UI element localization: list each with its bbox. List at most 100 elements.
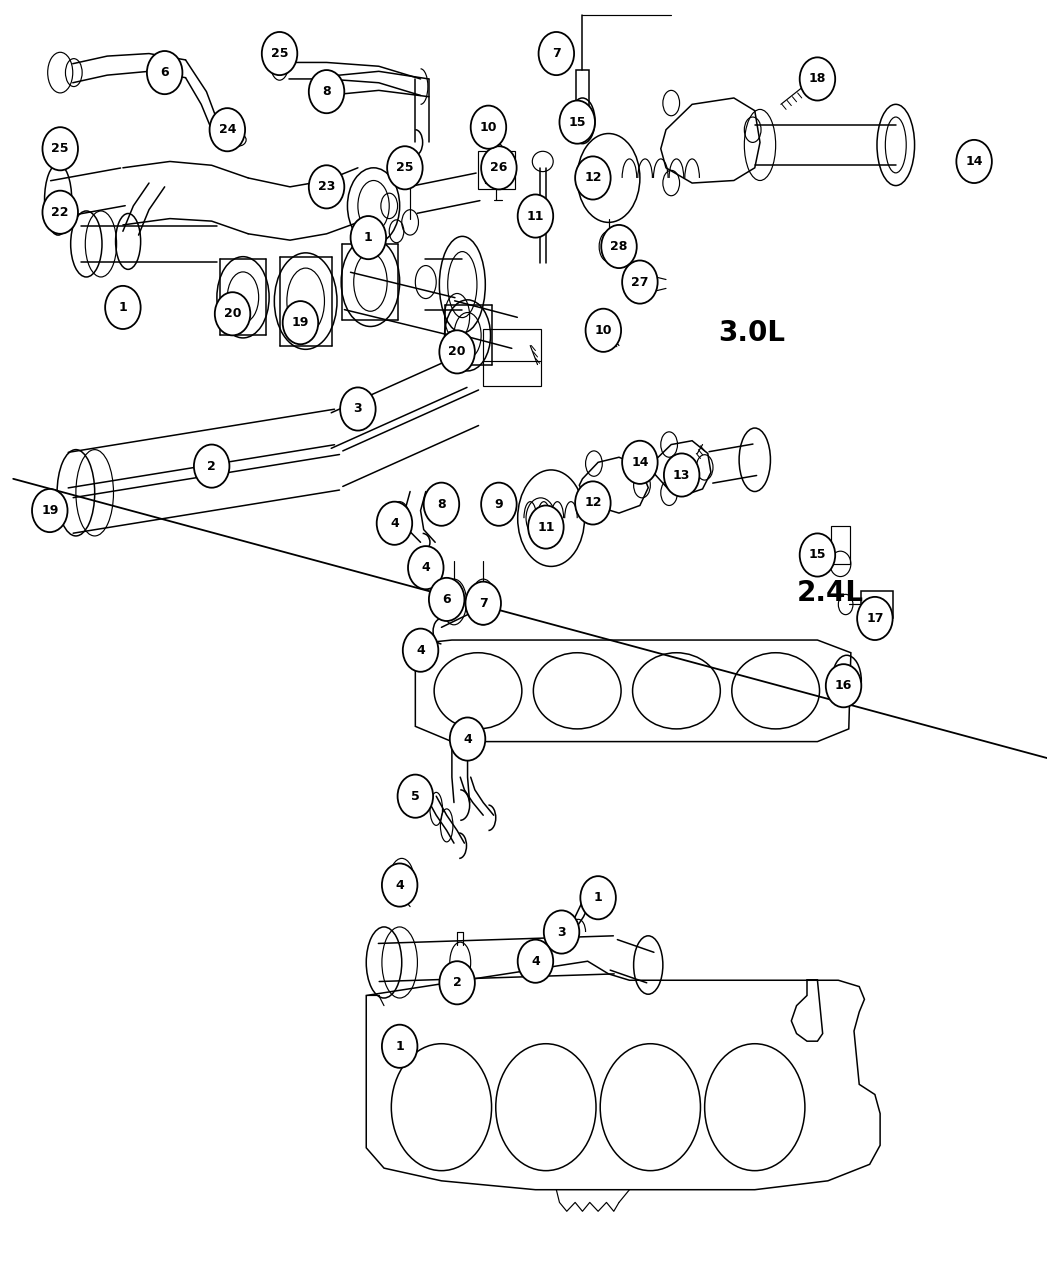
Circle shape bbox=[387, 147, 423, 190]
Text: 4: 4 bbox=[390, 516, 399, 529]
Text: 25: 25 bbox=[271, 47, 289, 60]
Text: 27: 27 bbox=[631, 275, 649, 288]
Text: 25: 25 bbox=[396, 162, 414, 175]
Text: 26: 26 bbox=[490, 162, 507, 175]
Circle shape bbox=[439, 961, 475, 1005]
Circle shape bbox=[210, 108, 245, 152]
Circle shape bbox=[147, 51, 183, 94]
Circle shape bbox=[528, 505, 564, 548]
Text: 8: 8 bbox=[322, 85, 331, 98]
Text: 9: 9 bbox=[495, 497, 503, 511]
Text: 3.0L: 3.0L bbox=[718, 319, 785, 347]
Text: 25: 25 bbox=[51, 143, 69, 156]
Text: 4: 4 bbox=[395, 878, 404, 891]
Circle shape bbox=[623, 441, 657, 484]
Circle shape bbox=[518, 195, 553, 237]
Circle shape bbox=[377, 501, 413, 544]
Circle shape bbox=[560, 101, 595, 144]
Text: 1: 1 bbox=[395, 1039, 404, 1053]
Text: 2.4L: 2.4L bbox=[797, 579, 863, 607]
Circle shape bbox=[465, 581, 501, 625]
Text: 7: 7 bbox=[552, 47, 561, 60]
Circle shape bbox=[581, 876, 616, 919]
Circle shape bbox=[800, 57, 835, 101]
Text: 6: 6 bbox=[442, 593, 452, 606]
Circle shape bbox=[309, 166, 344, 208]
Circle shape bbox=[424, 483, 459, 525]
Text: 4: 4 bbox=[421, 561, 430, 574]
Circle shape bbox=[575, 482, 611, 524]
Circle shape bbox=[403, 629, 438, 672]
Text: 1: 1 bbox=[364, 231, 373, 244]
Text: 14: 14 bbox=[631, 456, 649, 469]
Circle shape bbox=[42, 191, 78, 233]
Circle shape bbox=[470, 106, 506, 149]
Text: 12: 12 bbox=[584, 171, 602, 185]
Circle shape bbox=[408, 546, 443, 589]
Text: 5: 5 bbox=[411, 789, 420, 803]
Circle shape bbox=[428, 578, 464, 621]
Text: 22: 22 bbox=[51, 205, 69, 219]
Circle shape bbox=[449, 718, 485, 761]
Text: 14: 14 bbox=[965, 156, 983, 168]
Circle shape bbox=[309, 70, 344, 113]
Circle shape bbox=[382, 1025, 418, 1068]
Circle shape bbox=[340, 388, 376, 431]
Text: 11: 11 bbox=[527, 209, 544, 223]
Text: 10: 10 bbox=[480, 121, 498, 134]
Text: 23: 23 bbox=[318, 180, 335, 194]
Circle shape bbox=[439, 330, 475, 374]
Circle shape bbox=[623, 260, 657, 303]
Circle shape bbox=[664, 454, 699, 496]
Circle shape bbox=[481, 147, 517, 190]
Text: 4: 4 bbox=[416, 644, 425, 657]
Text: 6: 6 bbox=[161, 66, 169, 79]
Circle shape bbox=[351, 215, 386, 259]
Circle shape bbox=[957, 140, 992, 184]
Circle shape bbox=[105, 286, 141, 329]
Text: 19: 19 bbox=[292, 316, 309, 329]
Text: 24: 24 bbox=[218, 124, 236, 136]
Text: 15: 15 bbox=[568, 116, 586, 129]
Text: 1: 1 bbox=[119, 301, 127, 314]
Text: 4: 4 bbox=[463, 733, 471, 746]
Text: 15: 15 bbox=[808, 548, 826, 561]
Circle shape bbox=[602, 224, 636, 268]
Text: 13: 13 bbox=[673, 468, 690, 482]
Text: 17: 17 bbox=[866, 612, 884, 625]
Text: 16: 16 bbox=[835, 680, 853, 692]
Text: 4: 4 bbox=[531, 955, 540, 968]
Text: 12: 12 bbox=[584, 496, 602, 510]
Circle shape bbox=[575, 157, 611, 200]
Text: 2: 2 bbox=[453, 977, 462, 989]
Circle shape bbox=[194, 445, 229, 488]
Text: 2: 2 bbox=[207, 459, 216, 473]
Text: 7: 7 bbox=[479, 597, 487, 609]
Circle shape bbox=[282, 301, 318, 344]
Text: 11: 11 bbox=[538, 520, 554, 533]
Text: 8: 8 bbox=[437, 497, 446, 511]
Circle shape bbox=[215, 292, 250, 335]
Circle shape bbox=[586, 309, 622, 352]
Circle shape bbox=[42, 128, 78, 171]
Text: 18: 18 bbox=[808, 73, 826, 85]
Circle shape bbox=[382, 863, 418, 907]
Circle shape bbox=[261, 32, 297, 75]
Text: 20: 20 bbox=[448, 346, 466, 358]
Text: 28: 28 bbox=[610, 240, 628, 252]
Text: 3: 3 bbox=[354, 403, 362, 416]
Text: 1: 1 bbox=[593, 891, 603, 904]
Circle shape bbox=[518, 940, 553, 983]
Text: 19: 19 bbox=[41, 504, 59, 518]
Circle shape bbox=[800, 533, 835, 576]
Text: 3: 3 bbox=[558, 926, 566, 938]
Circle shape bbox=[857, 597, 892, 640]
Circle shape bbox=[539, 32, 574, 75]
Circle shape bbox=[32, 490, 67, 532]
Circle shape bbox=[398, 775, 433, 817]
Text: 10: 10 bbox=[594, 324, 612, 337]
Circle shape bbox=[544, 910, 580, 954]
Text: 20: 20 bbox=[224, 307, 242, 320]
Circle shape bbox=[481, 483, 517, 525]
Circle shape bbox=[825, 664, 861, 708]
